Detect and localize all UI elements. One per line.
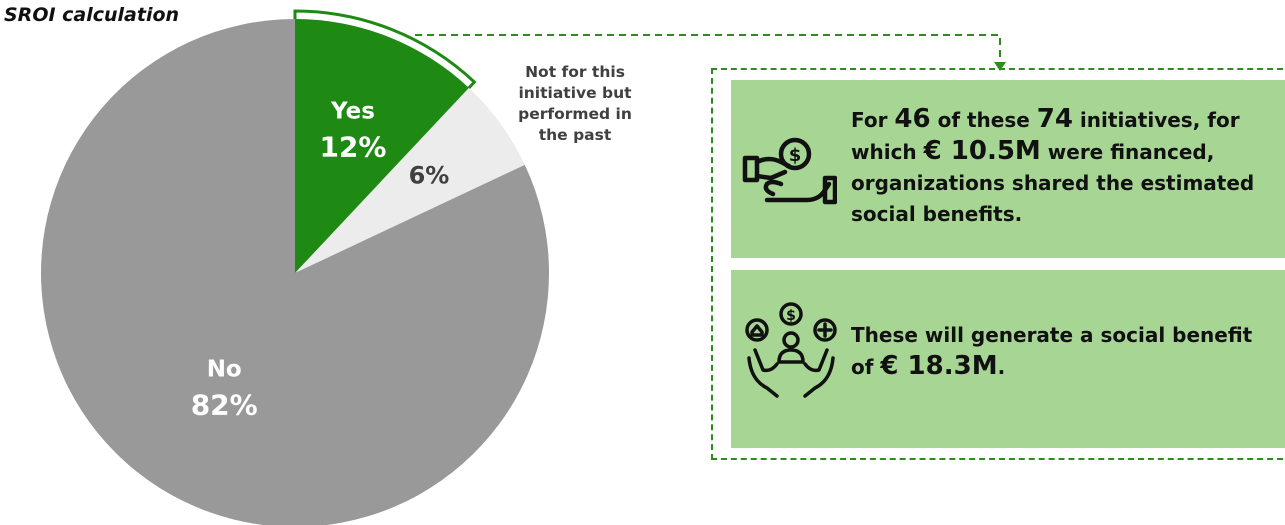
panel-funded-initiatives: $ For 46 of these 74 initiatives, for wh… bbox=[731, 80, 1285, 258]
text-part: For bbox=[851, 108, 895, 132]
social-benefit-hands-icon: $ bbox=[745, 302, 837, 398]
pie-slice-past bbox=[295, 87, 525, 273]
panel-social-benefit: $ These will generate a social benefit o… bbox=[731, 270, 1285, 448]
outside-label-line: the past bbox=[538, 126, 612, 144]
pie-slice-no bbox=[41, 19, 549, 525]
svg-text:$: $ bbox=[789, 145, 802, 166]
outside-label-line: Not for this bbox=[525, 63, 625, 81]
pie-slice-yes bbox=[295, 19, 469, 273]
text-part: were financed, organizations shared the … bbox=[851, 140, 1255, 226]
slice-value-label: 12% bbox=[319, 131, 386, 164]
svg-text:$: $ bbox=[786, 308, 796, 324]
slice-value-label: 6% bbox=[409, 162, 450, 190]
count-initiatives: 74 bbox=[1036, 104, 1073, 134]
pie-slice-yes-highlight bbox=[293, 9, 477, 277]
count-shared: 46 bbox=[894, 104, 931, 134]
text-part: of these bbox=[930, 108, 1037, 132]
money-hand-icon: $ bbox=[742, 137, 837, 205]
outside-label-line: initiative but bbox=[518, 84, 632, 102]
amount-benefit: € 18.3M bbox=[880, 351, 998, 381]
slice-value-label: 82% bbox=[191, 389, 258, 422]
text-part: initiatives, for which bbox=[851, 108, 1240, 164]
amount-financed: € 10.5M bbox=[923, 136, 1041, 166]
text-part: These will generate a social benefit of bbox=[851, 323, 1253, 379]
panel-group-border bbox=[711, 68, 1283, 460]
chart-title: SROI calculation bbox=[4, 4, 180, 26]
pie-chart: Yes 12% 6% No 82% bbox=[41, 9, 549, 525]
outside-slice-label: Not for this initiative but performed in… bbox=[500, 62, 650, 146]
slice-category-label: Yes bbox=[330, 99, 375, 125]
panel-funded-text: For 46 of these 74 initiatives, for whic… bbox=[851, 104, 1271, 230]
text-part: . bbox=[997, 355, 1006, 379]
slice-category-label: No bbox=[207, 357, 242, 383]
panel-benefit-text: These will generate a social benefit of … bbox=[851, 320, 1271, 383]
outside-label-line: performed in bbox=[518, 105, 632, 123]
